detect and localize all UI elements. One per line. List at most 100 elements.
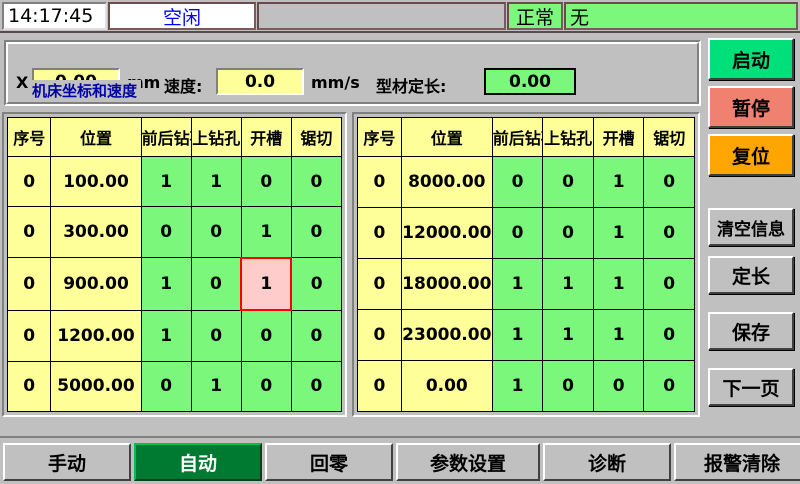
cell-front-rear-drill[interactable]: 1 [491, 258, 544, 310]
cell-top-drill[interactable]: 1 [542, 258, 594, 310]
table-row[interactable]: 0 23000.00 1 1 1 0 [357, 309, 695, 361]
speed-label: 速度: [164, 77, 203, 96]
cell-top-drill[interactable]: 1 [190, 360, 242, 413]
table-row[interactable]: 0 1200.00 1 0 0 0 [6, 309, 343, 362]
tab-2[interactable]: 回零 [265, 443, 393, 481]
cell-slot[interactable]: 0 [240, 309, 292, 362]
cell-top-drill[interactable]: 0 [542, 156, 594, 208]
col-header-front-rear-drill: 前后钻孔 [140, 117, 192, 157]
cell-top-drill[interactable]: 0 [542, 360, 594, 412]
right-process-table-frame: 序号位置前后钻孔上钻孔开槽锯切 08000.000010012000.00001… [352, 112, 700, 417]
table-row[interactable]: 0 5000.00 0 1 0 0 [6, 360, 343, 413]
col-header-slot: 开槽 [592, 117, 645, 157]
cell-position[interactable]: 5000.00 [50, 360, 142, 413]
cell-saw[interactable]: 0 [290, 309, 343, 362]
reset-button[interactable]: 复位 [708, 134, 794, 176]
tab-1[interactable]: 自动 [134, 443, 262, 481]
cell-saw[interactable]: 0 [290, 155, 343, 208]
speed-value[interactable]: 0.0 [216, 68, 304, 95]
cell-slot[interactable]: 1 [240, 256, 293, 312]
cell-position[interactable]: 0.00 [400, 360, 493, 412]
cell-position[interactable]: 8000.00 [400, 156, 493, 208]
cell-slot[interactable]: 1 [592, 309, 645, 361]
start-button[interactable]: 启动 [708, 38, 794, 80]
coord-panel-title: 机床坐标和速度 [28, 80, 142, 101]
cell-top-drill[interactable]: 0 [190, 206, 242, 259]
tab-4[interactable]: 诊断 [543, 443, 671, 481]
cell-top-drill[interactable]: 1 [542, 309, 594, 361]
cell-position[interactable]: 12000.00 [400, 207, 493, 259]
cell-front-rear-drill[interactable]: 1 [140, 309, 192, 362]
pause-button[interactable]: 暂停 [708, 86, 794, 128]
cell-top-drill[interactable]: 0 [190, 309, 242, 362]
cell-position[interactable]: 100.00 [50, 155, 142, 208]
cell-index[interactable]: 0 [6, 360, 52, 413]
cell-front-rear-drill[interactable]: 0 [491, 207, 544, 259]
cell-position[interactable]: 900.00 [50, 257, 142, 311]
save-button[interactable]: 保存 [708, 312, 794, 350]
table-row[interactable]: 0 900.00 1 0 1 0 [6, 256, 343, 312]
cell-slot[interactable]: 1 [592, 207, 645, 259]
cell-index[interactable]: 0 [6, 206, 52, 259]
cell-index[interactable]: 0 [357, 309, 402, 361]
table-row[interactable]: 0 8000.00 0 0 1 0 [357, 156, 695, 208]
cell-position[interactable]: 23000.00 [400, 309, 493, 361]
tab-5[interactable]: 报警清除 [674, 443, 800, 481]
cell-index[interactable]: 0 [357, 156, 402, 208]
cell-front-rear-drill[interactable]: 1 [491, 309, 544, 361]
cell-slot[interactable]: 0 [240, 155, 292, 208]
cell-index[interactable]: 0 [357, 258, 402, 310]
right-process-table[interactable]: 序号位置前后钻孔上钻孔开槽锯切 08000.000010012000.00001… [357, 117, 695, 412]
cell-saw[interactable]: 0 [643, 360, 695, 412]
cell-position[interactable]: 300.00 [50, 206, 142, 259]
cell-saw[interactable]: 0 [643, 258, 695, 310]
tab-3[interactable]: 参数设置 [396, 443, 540, 481]
cell-slot[interactable]: 1 [240, 206, 292, 259]
table-header-row: 序号位置前后钻孔上钻孔开槽锯切 [6, 117, 343, 157]
cell-saw[interactable]: 0 [643, 309, 695, 361]
table-body: 0 100.00 1 1 0 0 0 300.00 0 0 1 0 0 900.00 1 0 1 0 0 1200.0… [6, 155, 343, 413]
table-row[interactable]: 0 300.00 0 0 1 0 [6, 206, 343, 259]
table-row[interactable]: 0 100.00 1 1 0 0 [6, 155, 343, 208]
cell-slot[interactable]: 0 [592, 360, 645, 412]
cell-top-drill[interactable]: 0 [190, 257, 242, 311]
cell-index[interactable]: 0 [6, 309, 52, 362]
cell-front-rear-drill[interactable]: 0 [491, 156, 544, 208]
cell-index[interactable]: 0 [6, 257, 52, 311]
table-row[interactable]: 0 18000.00 1 1 1 0 [357, 258, 695, 310]
alarm-message-field: 无 [564, 2, 798, 30]
cell-slot[interactable]: 1 [592, 156, 645, 208]
cell-saw[interactable]: 0 [643, 207, 695, 259]
cell-slot[interactable]: 1 [592, 258, 645, 310]
cell-position[interactable]: 18000.00 [400, 258, 493, 310]
table-row[interactable]: 0 12000.00 0 0 1 0 [357, 207, 695, 259]
fixed-length-label: 型材定长: [376, 77, 447, 96]
cell-front-rear-drill[interactable]: 1 [140, 257, 192, 311]
cell-index[interactable]: 0 [357, 360, 402, 412]
cell-index[interactable]: 0 [357, 207, 402, 259]
cell-front-rear-drill[interactable]: 1 [491, 360, 544, 412]
col-header-position: 位置 [400, 117, 493, 157]
cell-saw[interactable]: 0 [290, 206, 343, 259]
cell-top-drill[interactable]: 1 [190, 155, 242, 208]
clear-info-button[interactable]: 清空信息 [708, 208, 794, 246]
mm-per-s-label: mm/s [311, 73, 360, 92]
group-box-bevel [6, 42, 699, 104]
cell-index[interactable]: 0 [6, 155, 52, 208]
cell-front-rear-drill[interactable]: 0 [140, 206, 192, 259]
mode-tab-bar: 手动 自动 回零 参数设置 诊断 报警清除 [0, 436, 800, 484]
tab-0[interactable]: 手动 [3, 443, 131, 481]
cell-position[interactable]: 1200.00 [50, 309, 142, 362]
cell-front-rear-drill[interactable]: 0 [140, 360, 192, 413]
next-page-button[interactable]: 下一页 [708, 368, 794, 406]
fixed-length-button[interactable]: 定长 [708, 256, 794, 294]
fixed-length-value[interactable]: 0.00 [484, 68, 576, 95]
cell-top-drill[interactable]: 0 [542, 207, 594, 259]
cell-saw[interactable]: 0 [290, 257, 343, 311]
cell-saw[interactable]: 0 [290, 360, 343, 413]
table-row[interactable]: 0 0.00 1 0 0 0 [357, 360, 695, 412]
left-process-table[interactable]: 序号位置前后钻孔上钻孔开槽锯切 0100.0011000300.00001009… [6, 117, 343, 413]
cell-front-rear-drill[interactable]: 1 [140, 155, 192, 208]
cell-saw[interactable]: 0 [643, 156, 695, 208]
cell-slot[interactable]: 0 [240, 360, 292, 413]
